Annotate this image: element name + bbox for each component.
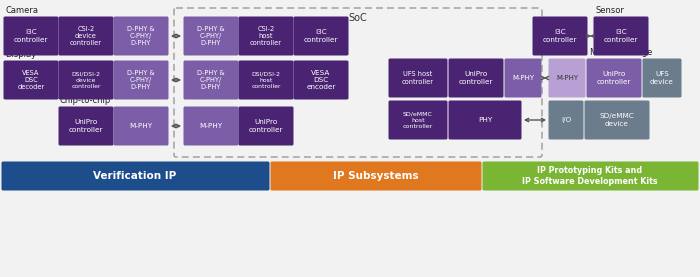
Text: Display: Display xyxy=(5,50,36,59)
FancyBboxPatch shape xyxy=(505,58,542,98)
Text: I3C
controller: I3C controller xyxy=(603,29,638,43)
Text: Sensor: Sensor xyxy=(595,6,624,15)
FancyBboxPatch shape xyxy=(113,17,169,55)
FancyBboxPatch shape xyxy=(59,17,113,55)
FancyBboxPatch shape xyxy=(113,60,169,99)
Text: I3C
controller: I3C controller xyxy=(542,29,578,43)
Text: SoC: SoC xyxy=(349,13,368,23)
FancyBboxPatch shape xyxy=(239,60,293,99)
FancyBboxPatch shape xyxy=(239,106,293,145)
FancyBboxPatch shape xyxy=(389,58,447,98)
Text: SD/eMMC
device: SD/eMMC device xyxy=(600,113,634,127)
Text: DSI/DSI-2
host
controller: DSI/DSI-2 host controller xyxy=(251,71,281,88)
Text: I3C
controller: I3C controller xyxy=(14,29,48,43)
Text: UniPro
controller: UniPro controller xyxy=(69,119,104,133)
Text: VESA
DSC
decoder: VESA DSC decoder xyxy=(18,70,45,90)
FancyBboxPatch shape xyxy=(59,60,113,99)
Text: UniPro
controller: UniPro controller xyxy=(248,119,284,133)
FancyBboxPatch shape xyxy=(449,58,503,98)
Text: D-PHY &
C-PHY/
D-PHY: D-PHY & C-PHY/ D-PHY xyxy=(127,70,155,90)
Text: UniPro
controller: UniPro controller xyxy=(596,71,631,85)
FancyBboxPatch shape xyxy=(183,17,239,55)
Text: M-PHY: M-PHY xyxy=(512,75,534,81)
FancyBboxPatch shape xyxy=(270,161,482,191)
Text: D-PHY &
C-PHY/
D-PHY: D-PHY & C-PHY/ D-PHY xyxy=(197,26,225,46)
Text: Chip-to-chip: Chip-to-chip xyxy=(60,96,111,105)
Text: CSI-2
host
controller: CSI-2 host controller xyxy=(250,26,282,46)
FancyBboxPatch shape xyxy=(183,60,239,99)
FancyBboxPatch shape xyxy=(183,106,239,145)
Text: PHY: PHY xyxy=(478,117,492,123)
FancyBboxPatch shape xyxy=(482,161,699,191)
Text: SD/eMMC
host
controller: SD/eMMC host controller xyxy=(403,112,433,129)
FancyBboxPatch shape xyxy=(59,106,113,145)
FancyBboxPatch shape xyxy=(4,17,59,55)
Text: D-PHY &
C-PHY/
D-PHY: D-PHY & C-PHY/ D-PHY xyxy=(197,70,225,90)
FancyBboxPatch shape xyxy=(113,106,169,145)
FancyBboxPatch shape xyxy=(643,58,682,98)
Text: UFS host
controller: UFS host controller xyxy=(402,71,434,85)
Text: Mobile storage: Mobile storage xyxy=(590,48,652,57)
Text: M-PHY: M-PHY xyxy=(199,123,223,129)
Text: M-PHY: M-PHY xyxy=(556,75,578,81)
Text: M-PHY: M-PHY xyxy=(130,123,153,129)
Text: DSI/DSI-2
device
controller: DSI/DSI-2 device controller xyxy=(71,71,101,88)
FancyBboxPatch shape xyxy=(587,58,641,98)
Text: Verification IP: Verification IP xyxy=(93,171,176,181)
FancyBboxPatch shape xyxy=(594,17,648,55)
FancyBboxPatch shape xyxy=(239,17,293,55)
FancyBboxPatch shape xyxy=(584,101,650,140)
Text: D-PHY &
C-PHY/
D-PHY: D-PHY & C-PHY/ D-PHY xyxy=(127,26,155,46)
FancyBboxPatch shape xyxy=(549,58,585,98)
Text: UFS
device: UFS device xyxy=(650,71,674,85)
FancyBboxPatch shape xyxy=(549,101,584,140)
Text: IP Subsystems: IP Subsystems xyxy=(333,171,419,181)
FancyBboxPatch shape xyxy=(293,17,349,55)
FancyBboxPatch shape xyxy=(1,161,270,191)
Text: I/O: I/O xyxy=(561,117,571,123)
Text: Camera: Camera xyxy=(5,6,38,15)
FancyBboxPatch shape xyxy=(533,17,587,55)
Text: UniPro
controller: UniPro controller xyxy=(458,71,493,85)
FancyBboxPatch shape xyxy=(4,60,59,99)
FancyBboxPatch shape xyxy=(293,60,349,99)
FancyBboxPatch shape xyxy=(449,101,522,140)
FancyBboxPatch shape xyxy=(389,101,447,140)
Text: IP Prototyping Kits and
IP Software Development Kits: IP Prototyping Kits and IP Software Deve… xyxy=(522,166,658,186)
Text: VESA
DSC
encoder: VESA DSC encoder xyxy=(307,70,336,90)
Text: I3C
controller: I3C controller xyxy=(304,29,338,43)
Text: CSI-2
device
controller: CSI-2 device controller xyxy=(70,26,102,46)
